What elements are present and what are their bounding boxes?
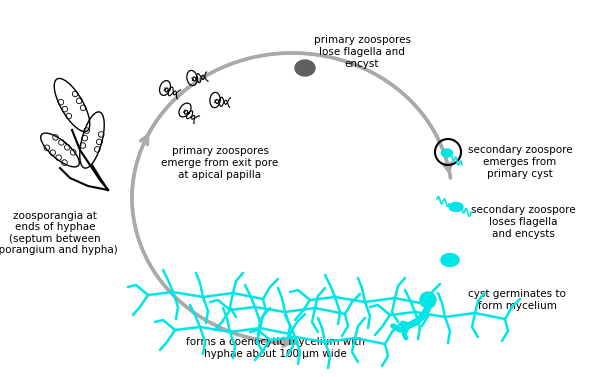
Ellipse shape [449, 202, 463, 211]
Text: cyst germinates to
form mycelium: cyst germinates to form mycelium [468, 289, 566, 311]
Ellipse shape [295, 60, 315, 76]
Text: secondary zoospore
emerges from
primary cyst: secondary zoospore emerges from primary … [467, 146, 572, 179]
Ellipse shape [442, 149, 452, 157]
Circle shape [420, 292, 436, 308]
Text: zoosporangia at
ends of hyphae
(septum between
sporangium and hypha): zoosporangia at ends of hyphae (septum b… [0, 211, 118, 255]
Text: secondary zoospore
loses flagella
and encysts: secondary zoospore loses flagella and en… [470, 205, 575, 239]
Text: primary zoospores
lose flagella and
encyst: primary zoospores lose flagella and ency… [314, 35, 410, 69]
Text: forms a coenocytic mycelium with
hyphae about 100 μm wide: forms a coenocytic mycelium with hyphae … [185, 337, 365, 359]
Ellipse shape [441, 253, 459, 267]
Text: primary zoospores
emerge from exit pore
at apical papilla: primary zoospores emerge from exit pore … [161, 146, 278, 179]
